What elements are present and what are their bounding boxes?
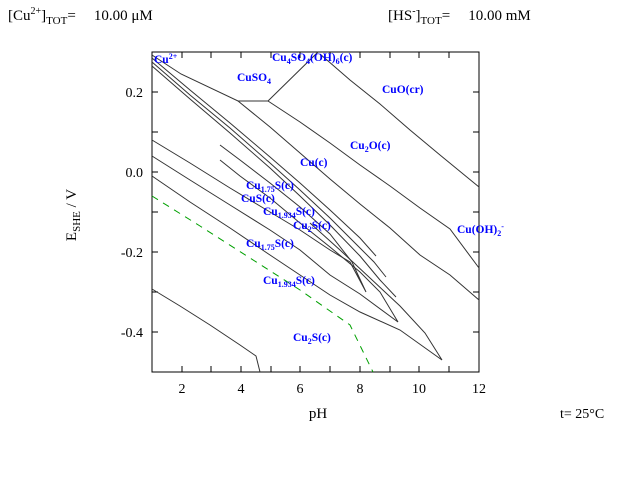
y-axis-label: ESHE / V	[64, 189, 83, 241]
y-label-unit: / V	[64, 189, 80, 211]
species-label: HS	[393, 8, 413, 24]
x-tick-label: 2	[179, 382, 186, 397]
total-copper-concentration: [Cu2+]TOT= 10.00 μM	[8, 6, 153, 27]
label-cuoh2-minus: Cu(OH)2-	[457, 222, 504, 238]
water-stability-line	[151, 195, 374, 373]
label-cu4so4oh6: Cu4SO4(OH)6(c)	[272, 52, 353, 66]
concentration-value: 10.00 mM	[468, 8, 531, 24]
boundary-cu2s-lower	[151, 288, 261, 373]
boundary-sulfide-1	[151, 57, 377, 257]
y-tick-label: -0.2	[121, 246, 143, 261]
y-label-sub: SHE	[71, 211, 83, 232]
equals-sign: =	[441, 8, 451, 24]
charge-label: 2+	[30, 6, 42, 17]
y-tick-label: 0.0	[126, 166, 144, 181]
x-tick-label: 12	[472, 382, 486, 397]
boundary-cu2-cuso4	[151, 54, 268, 102]
label-cu2s-lower: Cu2S(c)	[293, 332, 331, 346]
boundary-cu4so4-cuo	[319, 53, 480, 188]
charge-label: -	[412, 6, 416, 17]
label-cuso4: CuSO4	[237, 72, 271, 86]
equals-sign: =	[67, 8, 76, 24]
label-cu1934s-upper: Cu1.934S(c)	[263, 206, 315, 220]
label-cu2plus: Cu2+	[154, 52, 178, 66]
wedge-cu2s	[151, 175, 443, 361]
x-tick-label: 4	[238, 382, 245, 397]
boundary-cu-upper	[237, 100, 480, 301]
tot-subscript: TOT	[46, 15, 68, 27]
wedge-cu1934	[151, 155, 399, 323]
tot-subscript: TOT	[420, 15, 442, 27]
y-tick-label: 0.2	[126, 86, 144, 101]
label-cus: CuS(c)	[241, 193, 275, 205]
x-ticks	[181, 52, 450, 372]
total-sulfide-concentration: [HS-]TOT= 10.00 mM	[388, 6, 531, 27]
label-cuo: CuO(cr)	[382, 84, 424, 96]
y-ticks	[152, 91, 479, 333]
field-labels: Cu2+ CuSO4 Cu4SO4(OH)6(c) CuO(cr) Cu2O(c…	[154, 52, 504, 346]
boundary-cu-cu2o	[267, 100, 480, 269]
label-cu2s-upper: Cu2S(c)	[293, 220, 331, 234]
label-cu-metal: Cu(c)	[300, 157, 328, 169]
label-cu175s-lower: Cu1.75S(c)	[246, 238, 294, 252]
temperature-label: t= 25°C	[560, 407, 605, 422]
x-tick-labels: 2 4 6 8 10 12	[179, 382, 487, 397]
boundary-sulfide-3	[151, 65, 397, 298]
boundary-lines	[151, 51, 480, 373]
y-label-e: E	[64, 232, 80, 241]
wedge-cu175	[151, 139, 367, 293]
y-tick-labels: 0.2 0.0 -0.2 -0.4	[121, 86, 143, 341]
svg-text:ESHE / V: ESHE / V	[64, 189, 83, 241]
x-axis-label: pH	[309, 406, 328, 422]
plot-frame	[151, 51, 480, 373]
concentration-value: 10.00 μM	[93, 8, 153, 24]
species-label: Cu	[13, 8, 31, 24]
boundary-sulfide-2	[151, 61, 387, 278]
x-tick-label: 10	[412, 382, 426, 397]
y-tick-label: -0.4	[121, 326, 143, 341]
boundary-cuso4-basic	[267, 51, 319, 102]
x-tick-label: 6	[297, 382, 304, 397]
label-cu175s-upper: Cu1.75S(c)	[246, 180, 294, 194]
label-cu1934s-lower: Cu1.934S(c)	[263, 275, 315, 289]
label-cu2o: Cu2O(c)	[350, 140, 391, 154]
x-tick-label: 8	[357, 382, 364, 397]
